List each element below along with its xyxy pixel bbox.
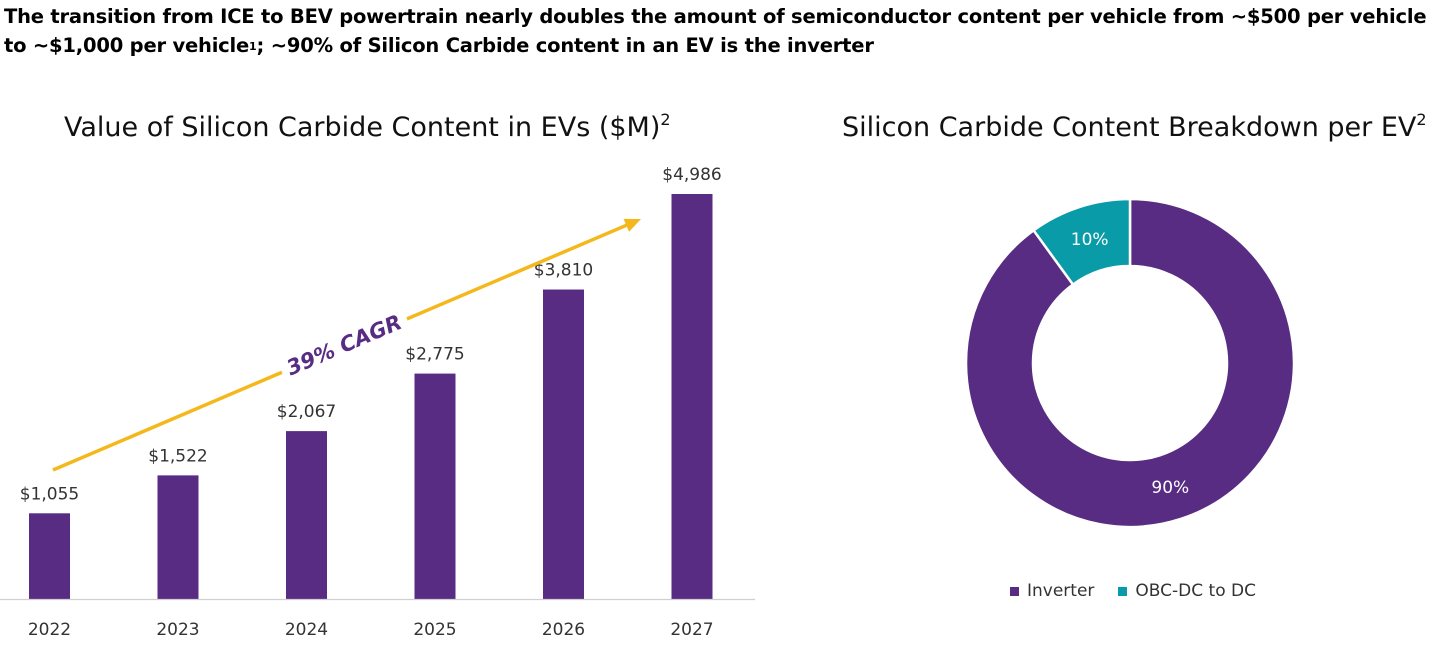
bar-2027 [671, 194, 713, 599]
legend-swatch-obc [1118, 586, 1128, 596]
bar-value-label-2022: $1,055 [20, 484, 79, 504]
bar-2023 [157, 475, 199, 599]
bar-2026 [543, 289, 584, 599]
bar-2025 [414, 373, 456, 599]
legend-label-obc: OBC-DC to DC [1135, 581, 1256, 601]
bar-chart-title-text: Value of Silicon Carbide Content in EVs … [64, 112, 661, 143]
bar-chart-title: Value of Silicon Carbide Content in EVs … [64, 110, 671, 143]
pie-slice-label-obc-dc-to-dc: 10% [1071, 230, 1109, 250]
pie-slice-obc-dc-to-dc [1031, 197, 1132, 287]
headline: The transition from ICE to BEV powertrai… [4, 2, 1452, 60]
cagr-label-background [276, 306, 414, 388]
x-tick-label-2023: 2023 [156, 620, 199, 640]
legend-item-obc: OBC-DC to DC [1118, 581, 1256, 601]
pie-chart-title: Silicon Carbide Content Breakdown per EV… [842, 110, 1427, 143]
legend-label-inverter: Inverter [1027, 581, 1095, 601]
x-tick-label-2027: 2027 [670, 620, 713, 640]
bar-value-label-2027: $4,986 [662, 165, 721, 185]
x-tick-label-2022: 2022 [28, 620, 71, 640]
bar-value-label-2024: $2,067 [277, 402, 336, 422]
x-tick-label-2026: 2026 [542, 620, 585, 640]
cagr-arrow-head [623, 218, 641, 232]
pie-slice-label-inverter: 90% [1151, 478, 1189, 498]
bar-2024 [286, 431, 327, 599]
pie-legend: Inverter OBC-DC to DC [1010, 581, 1256, 601]
bar-value-label-2023: $1,522 [148, 446, 207, 466]
headline-text-after: ; ~90% of Silicon Carbide content in an … [256, 34, 874, 57]
bar-value-label-2026: $3,810 [534, 261, 593, 281]
headline-text: The transition from ICE to BEV powertrai… [4, 5, 1427, 57]
x-tick-label-2024: 2024 [285, 620, 328, 640]
pie-chart-title-text: Silicon Carbide Content Breakdown per EV [842, 112, 1417, 143]
bar-value-label-2025: $2,775 [405, 345, 464, 365]
pie-chart-title-footnote: 2 [1416, 110, 1427, 129]
x-tick-label-2025: 2025 [413, 620, 456, 640]
legend-item-inverter: Inverter [1010, 581, 1094, 601]
legend-swatch-inverter [1010, 586, 1019, 596]
bar-chart-title-footnote: 2 [660, 110, 671, 129]
headline-footnote: 1 [249, 40, 257, 53]
bar-2022 [29, 513, 70, 599]
pie-slice-inverter [964, 197, 1296, 529]
